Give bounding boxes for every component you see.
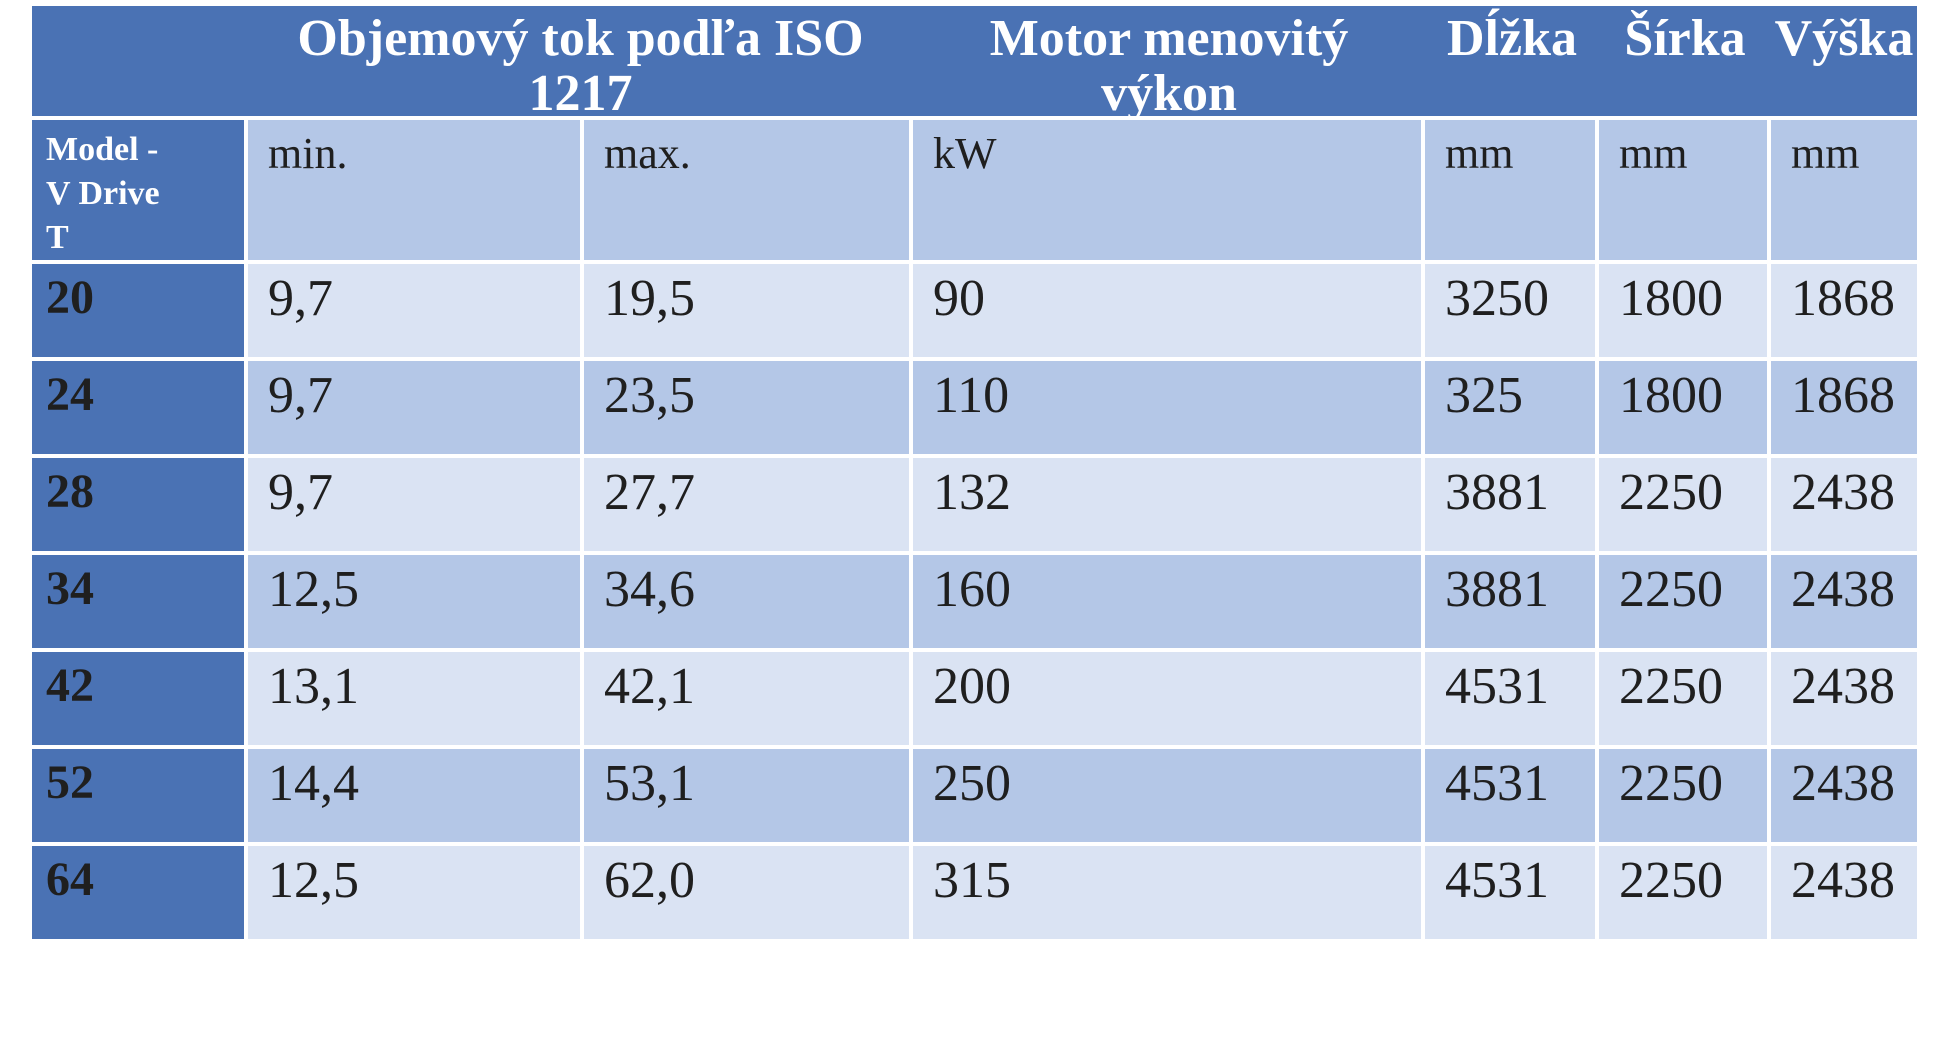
header-motor-power: Motor menovitý výkon (989, 10, 1349, 123)
table-row: 20 9,7 19,5 90 3250 1800 1868 (32, 264, 1917, 357)
model-cell: 52 (32, 749, 244, 842)
value-cell: 42,1 (584, 652, 909, 745)
model-cell: 28 (32, 458, 244, 551)
value-cell: 62,0 (584, 846, 909, 939)
table-header-row-2: Model - V Drive T min. max. kW mm mm mm (32, 120, 1917, 260)
value-cell: 14,4 (248, 749, 580, 842)
table-row: 28 9,7 27,7 132 3881 2250 2438 (32, 458, 1917, 551)
value-cell: 160 (913, 555, 1421, 648)
value-cell: 12,5 (248, 846, 580, 939)
model-cell: 34 (32, 555, 244, 648)
table-row: 34 12,5 34,6 160 3881 2250 2438 (32, 555, 1917, 648)
value-cell: 1800 (1599, 361, 1767, 454)
table-header-row-1: Objemový tok podľa ISO 1217 Motor menovi… (32, 6, 1917, 123)
value-cell: 4531 (1425, 652, 1595, 745)
header-max-cell: max. (584, 120, 909, 260)
value-cell: 110 (913, 361, 1421, 454)
value-cell: 2438 (1771, 555, 1917, 648)
table-body: 20 9,7 19,5 90 3250 1800 1868 24 9,7 23,5 110 325 18… (32, 264, 1917, 939)
value-cell: 1800 (1599, 264, 1767, 357)
spec-table: Objemový tok podľa ISO 1217 Motor menovi… (32, 6, 1917, 939)
value-cell: 2438 (1771, 846, 1917, 939)
value-cell: 4531 (1425, 749, 1595, 842)
value-cell: 9,7 (248, 264, 580, 357)
value-cell: 2250 (1599, 555, 1767, 648)
header-height: Výška (1774, 10, 1914, 67)
header-width: Šírka (1624, 10, 1746, 67)
value-cell: 1868 (1771, 361, 1917, 454)
table-row: 64 12,5 62,0 315 4531 2250 2438 (32, 846, 1917, 939)
value-cell: 2250 (1599, 652, 1767, 745)
value-cell: 9,7 (248, 458, 580, 551)
value-cell: 200 (913, 652, 1421, 745)
value-cell: 19,5 (584, 264, 909, 357)
header-spacer-cell (32, 6, 248, 116)
header-length: Dĺžka (1447, 10, 1577, 67)
value-cell: 4531 (1425, 846, 1595, 939)
value-cell: 12,5 (248, 555, 580, 648)
value-cell: 2250 (1599, 846, 1767, 939)
value-cell: 2438 (1771, 749, 1917, 842)
value-cell: 3881 (1425, 555, 1595, 648)
value-cell: 34,6 (584, 555, 909, 648)
value-cell: 132 (913, 458, 1421, 551)
header-mm-length-cell: mm (1425, 120, 1595, 260)
value-cell: 3881 (1425, 458, 1595, 551)
table-row: 24 9,7 23,5 110 325 1800 1868 (32, 361, 1917, 454)
table-row: 42 13,1 42,1 200 4531 2250 2438 (32, 652, 1917, 745)
value-cell: 9,7 (248, 361, 580, 454)
value-cell: 27,7 (584, 458, 909, 551)
header-mm-width-cell: mm (1599, 120, 1767, 260)
value-cell: 3250 (1425, 264, 1595, 357)
value-cell: 315 (913, 846, 1421, 939)
model-cell: 42 (32, 652, 244, 745)
header-kw-cell: kW (913, 120, 1421, 260)
header-model-cell: Model - V Drive T (32, 120, 244, 260)
header-min-cell: min. (248, 120, 580, 260)
header-volumetric-flow: Objemový tok podľa ISO 1217 (297, 10, 864, 123)
table-row: 52 14,4 53,1 250 4531 2250 2438 (32, 749, 1917, 842)
header-mm-height-cell: mm (1771, 120, 1917, 260)
value-cell: 2438 (1771, 652, 1917, 745)
value-cell: 23,5 (584, 361, 909, 454)
model-cell: 20 (32, 264, 244, 357)
model-cell: 24 (32, 361, 244, 454)
value-cell: 13,1 (248, 652, 580, 745)
value-cell: 90 (913, 264, 1421, 357)
value-cell: 2438 (1771, 458, 1917, 551)
value-cell: 1868 (1771, 264, 1917, 357)
value-cell: 250 (913, 749, 1421, 842)
value-cell: 2250 (1599, 458, 1767, 551)
value-cell: 2250 (1599, 749, 1767, 842)
value-cell: 325 (1425, 361, 1595, 454)
model-cell: 64 (32, 846, 244, 939)
value-cell: 53,1 (584, 749, 909, 842)
